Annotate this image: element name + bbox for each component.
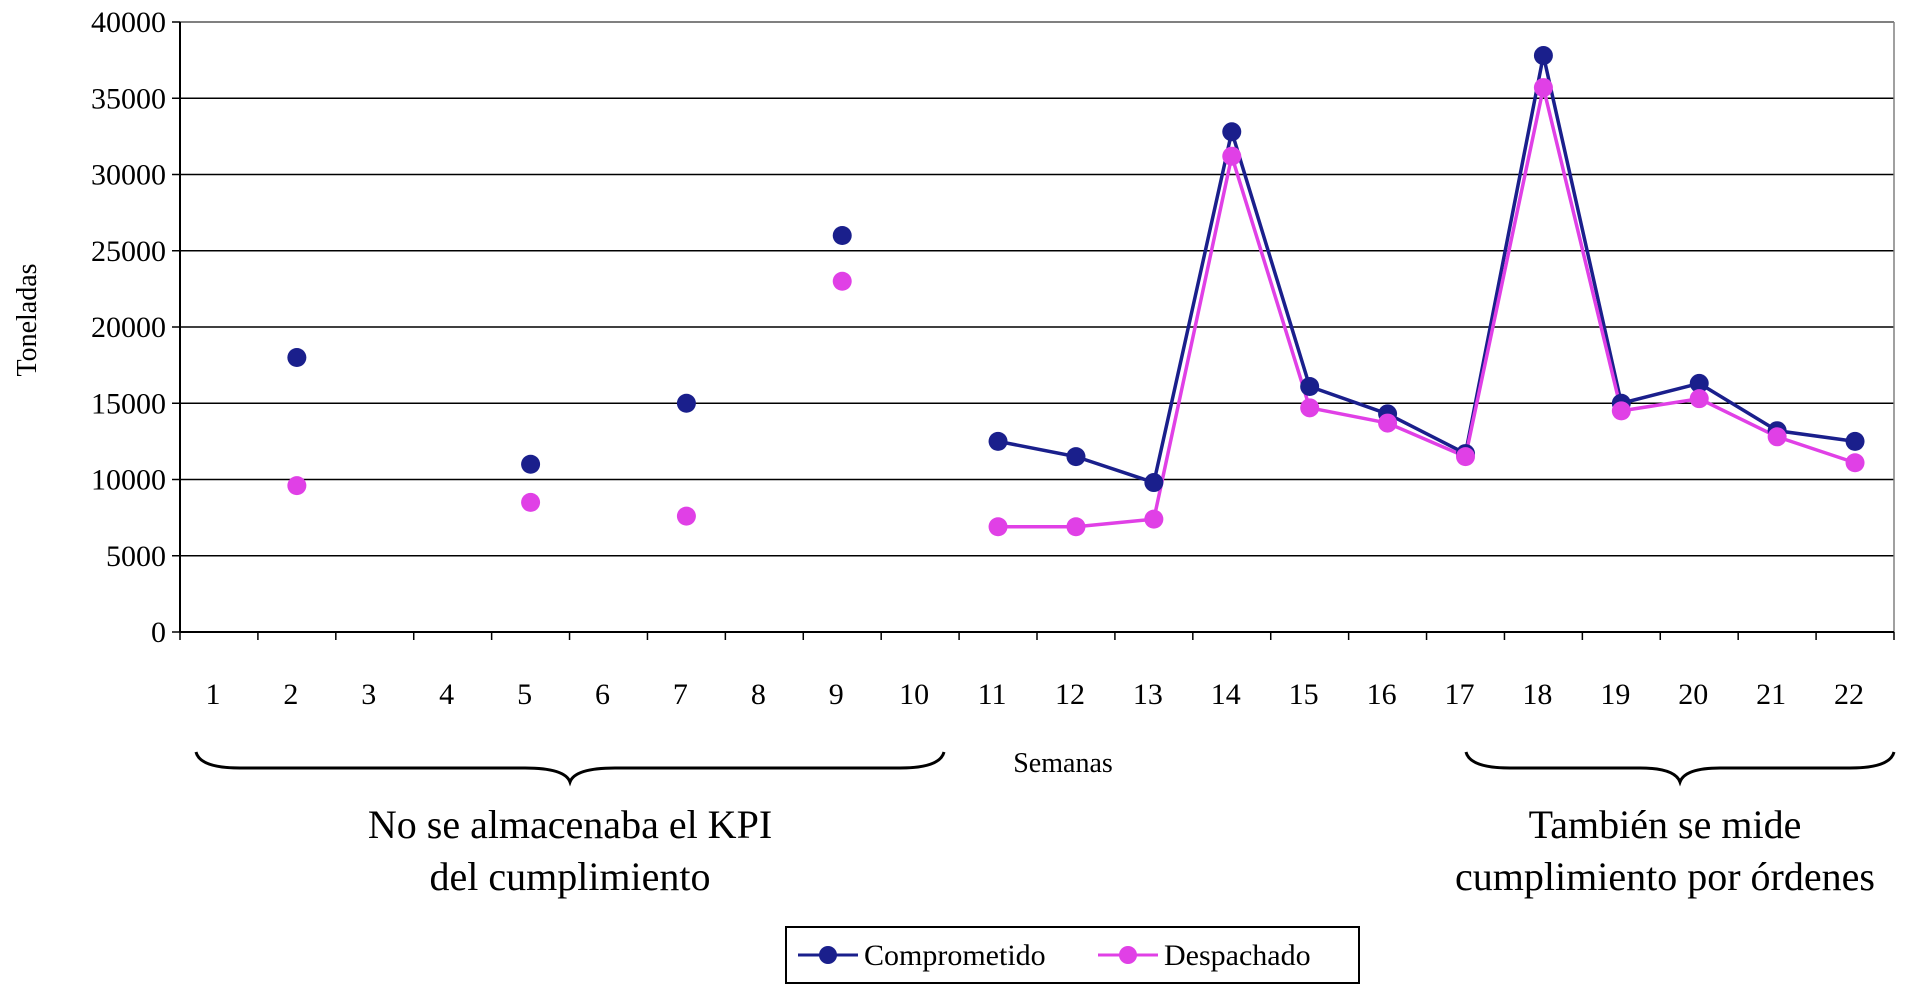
x-axis-title: Semanas [1013,748,1113,779]
point-comprometido-14 [1222,122,1242,142]
left-annotation-line1: No se almacenaba el KPI [368,802,772,847]
x-tick-label-7: 7 [673,678,688,711]
y-tick-label-35000: 35000 [91,82,166,115]
point-despachado-18 [1533,78,1553,98]
left-brace [194,751,946,787]
point-comprometido-2 [287,348,307,367]
series-points [287,46,1865,537]
x-tick-label-5: 5 [517,678,532,711]
point-despachado-9 [832,271,852,291]
x-tick-label-17: 17 [1445,678,1475,711]
y-tick-label-20000: 20000 [91,311,166,344]
point-comprometido-12 [1066,447,1086,467]
legend-box [785,926,1360,984]
y-tick-label-15000: 15000 [91,387,166,420]
point-despachado-21 [1767,427,1787,447]
point-comprometido-15 [1300,376,1320,396]
y-tick-label-40000: 40000 [91,6,166,39]
point-despachado-20 [1689,389,1709,409]
point-despachado-22 [1845,453,1865,473]
x-tick-label-9: 9 [829,678,844,711]
right-annotation-line2: cumplimiento por órdenes [1455,854,1875,899]
point-despachado-13 [1144,509,1164,529]
point-despachado-2 [287,476,307,496]
point-despachado-16 [1378,413,1398,433]
y-tick-label-30000: 30000 [91,159,166,192]
point-despachado-11 [988,517,1008,537]
y-tick-label-10000: 10000 [91,464,166,497]
point-despachado-7 [676,506,696,526]
x-tick-label-2: 2 [283,678,298,711]
legend-label-despachado: Despachado [1164,939,1311,972]
y-tick-labels: 0 5000 10000 15000 20000 25000 30000 35000 40000 [91,6,166,649]
x-tick-label-8: 8 [751,678,766,711]
x-tick-label-21: 21 [1756,678,1786,711]
y-tick-label-5000: 5000 [106,540,166,573]
series-lines [997,53,1856,529]
point-comprometido-5 [521,454,541,474]
point-despachado-5 [521,492,541,512]
x-tick-label-13: 13 [1133,678,1163,711]
legend: Comprometido Despachado [785,926,1360,984]
x-tick-label-12: 12 [1055,678,1085,711]
legend-marker-despachado [1119,946,1137,964]
series-line-comprometido [997,53,1856,485]
x-tick-label-16: 16 [1367,678,1397,711]
x-tick-label-1: 1 [205,678,220,711]
point-comprometido-9 [832,226,852,245]
x-tick-label-19: 19 [1600,678,1630,711]
y-tick-label-25000: 25000 [91,235,166,268]
legend-marker-comprometido [819,946,837,964]
right-brace [1464,751,1896,787]
point-despachado-15 [1300,398,1320,418]
point-comprometido-18 [1533,46,1553,66]
y-axis-title: Toneladas [12,263,43,376]
x-tick-label-20: 20 [1678,678,1708,711]
x-tick-label-6: 6 [595,678,610,711]
point-comprometido-11 [988,431,1008,451]
x-tick-labels: 1 2 3 4 5 6 7 8 9 10 11 12 13 14 15 16 17 18 19 20 21 22 [205,678,1864,711]
x-tick-label-10: 10 [899,678,929,711]
gridlines [180,21,1894,557]
legend-label-comprometido: Comprometido [864,939,1046,972]
point-despachado-14 [1222,146,1242,166]
annotations: No se almacenaba el KPI del cumplimiento… [194,751,1896,899]
point-comprometido-7 [676,393,696,413]
axes [172,21,1895,640]
x-tick-label-14: 14 [1211,678,1241,711]
point-comprometido-13 [1144,473,1164,493]
x-tick-label-18: 18 [1522,678,1552,711]
point-despachado-17 [1456,447,1475,467]
x-tick-label-22: 22 [1834,678,1864,711]
y-tick-label-0: 0 [151,616,166,649]
x-tick-label-4: 4 [439,678,454,711]
x-tick-label-15: 15 [1289,678,1319,711]
point-despachado-12 [1066,517,1086,537]
point-comprometido-20 [1689,373,1709,393]
point-comprometido-22 [1845,431,1865,451]
series-line-despachado [998,85,1856,529]
left-annotation-line2: del cumplimiento [429,854,710,899]
right-annotation-line1: También se mide [1529,802,1802,847]
x-tick-label-11: 11 [978,678,1007,711]
point-despachado-19 [1611,401,1631,421]
x-tick-label-3: 3 [361,678,376,711]
